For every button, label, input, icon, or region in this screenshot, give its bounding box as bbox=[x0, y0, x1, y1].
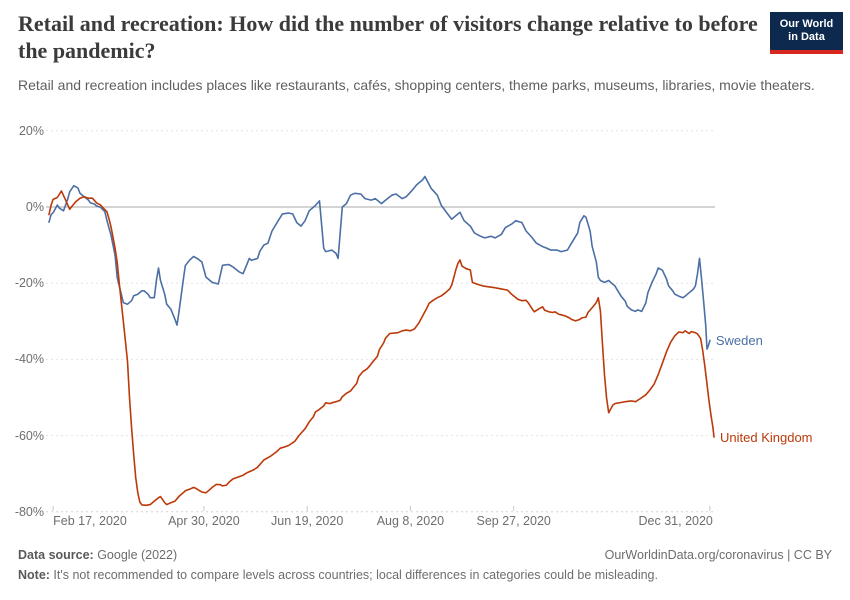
owid-logo[interactable]: Our World in Data bbox=[770, 12, 843, 54]
note-label: Note: bbox=[18, 568, 50, 582]
owid-logo-line1: Our World bbox=[779, 18, 834, 30]
owid-link[interactable]: OurWorldinData.org/coronavirus | CC BY bbox=[604, 548, 832, 562]
note-line: Note: It's not recommended to compare le… bbox=[18, 568, 832, 582]
data-source-line: Data source: Google (2022) bbox=[18, 548, 832, 562]
note-value: It's not recommended to compare levels a… bbox=[49, 568, 658, 582]
y-axis-tick-label: -60% bbox=[14, 428, 44, 443]
owid-logo-red-bar bbox=[770, 50, 843, 54]
y-axis-tick-label: 0% bbox=[25, 200, 44, 214]
x-axis-tick-label: Dec 31, 2020 bbox=[638, 514, 713, 528]
y-axis-tick-label: 20% bbox=[18, 123, 44, 138]
x-axis-tick-label: Feb 17, 2020 bbox=[53, 514, 127, 528]
y-axis-tick-label: -80% bbox=[14, 504, 44, 519]
data-source-label: Data source: bbox=[18, 548, 94, 562]
x-axis-tick-label: Jun 19, 2020 bbox=[270, 514, 344, 528]
owid-logo-box: Our World in Data bbox=[770, 12, 843, 50]
x-axis-tick-label: Apr 30, 2020 bbox=[168, 514, 240, 528]
x-axis-tick-label: Aug 8, 2020 bbox=[376, 514, 445, 528]
series-line-sweden[interactable] bbox=[48, 175, 711, 350]
series-label-united-kingdom[interactable]: United Kingdom bbox=[720, 430, 813, 446]
y-axis-tick-label: -40% bbox=[14, 352, 44, 367]
chart-subtitle: Retail and recreation includes places li… bbox=[18, 77, 815, 93]
x-axis-tick-label: Sep 27, 2020 bbox=[476, 514, 551, 528]
series-line-united-kingdom[interactable] bbox=[48, 190, 715, 507]
owid-logo-line2: in Data bbox=[788, 31, 825, 43]
data-source-value: Google (2022) bbox=[93, 548, 178, 562]
series-label-sweden[interactable]: Sweden bbox=[715, 333, 763, 349]
page-title: Retail and recreation: How did the numbe… bbox=[18, 11, 758, 63]
y-axis-tick-label: -20% bbox=[14, 276, 44, 291]
